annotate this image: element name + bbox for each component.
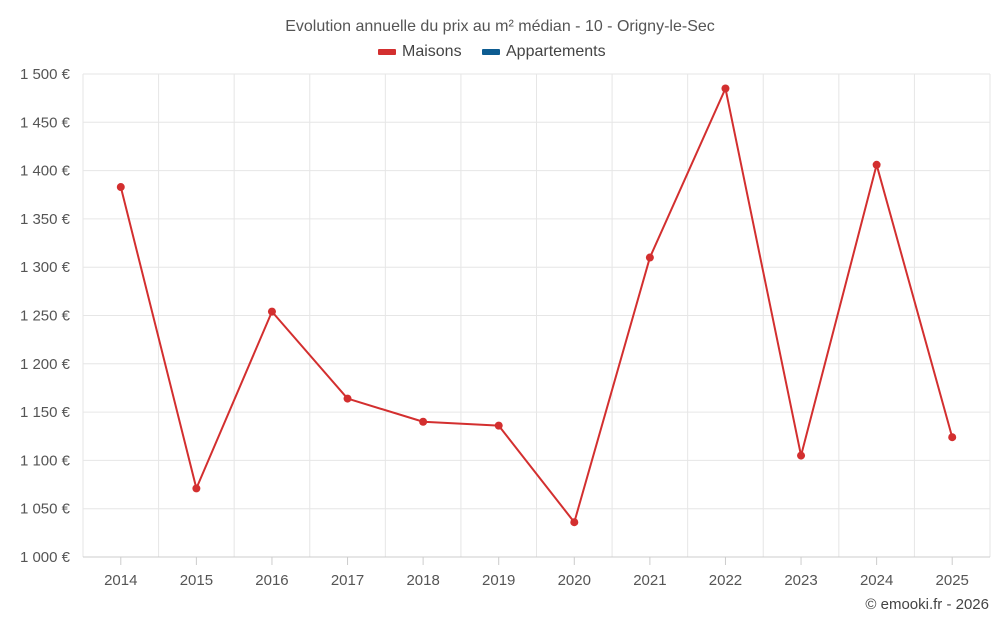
data-point [797,451,806,460]
y-tick-label: 1 500 € [20,66,71,83]
y-tick-label: 1 400 € [20,163,71,180]
grid [82,73,991,558]
x-tick-label: 2021 [633,572,666,589]
x-tick-label: 2024 [860,572,893,589]
y-tick-label: 1 300 € [20,259,71,276]
x-tick-label: 2018 [406,572,439,589]
y-tick-label: 1 100 € [20,452,71,469]
legend: Maisons Appartements [378,43,606,60]
x-tick-label: 2020 [558,572,591,589]
chart-title: Evolution annuelle du prix au m² médian … [285,18,715,35]
legend-swatch-appartements [482,49,500,55]
credit-text: © emooki.fr - 2026 [865,596,989,613]
legend-label-appartements: Appartements [506,43,606,60]
data-point [419,417,428,426]
series-layer [116,84,957,527]
y-tick-label: 1 150 € [20,404,71,421]
x-tick-label: 2025 [936,572,969,589]
data-point [645,253,654,262]
data-point [192,484,201,493]
y-tick-label: 1 250 € [20,308,71,325]
x-tick-label: 2015 [180,572,213,589]
data-point [948,433,957,442]
data-point [570,518,579,527]
y-tick-label: 1 200 € [20,356,71,373]
data-point [116,183,125,192]
data-point [494,421,503,430]
x-tick-label: 2019 [482,572,515,589]
data-point [343,394,352,403]
y-tick-label: 1 050 € [20,501,71,518]
x-tick-label: 2022 [709,572,742,589]
data-point [721,84,730,93]
x-tick-label: 2023 [784,572,817,589]
x-tick-label: 2016 [255,572,288,589]
y-tick-label: 1 350 € [20,211,71,228]
series-line-maisons [119,87,954,524]
x-tick-label: 2014 [104,572,137,589]
x-axis: 2014 2015 2016 2017 2018 2019 2020 2021 2022 2023… [83,556,990,589]
legend-label-maisons: Maisons [402,43,462,60]
data-point [267,307,276,316]
y-tick-label: 1 450 € [20,114,71,131]
y-tick-label: 1 000 € [20,549,71,566]
legend-swatch-maisons [378,49,396,55]
data-point [872,160,881,169]
y-axis: 1 000 € 1 050 € 1 100 € 1 150 € 1 200 € 1 250… [20,66,71,566]
x-tick-label: 2017 [331,572,364,589]
